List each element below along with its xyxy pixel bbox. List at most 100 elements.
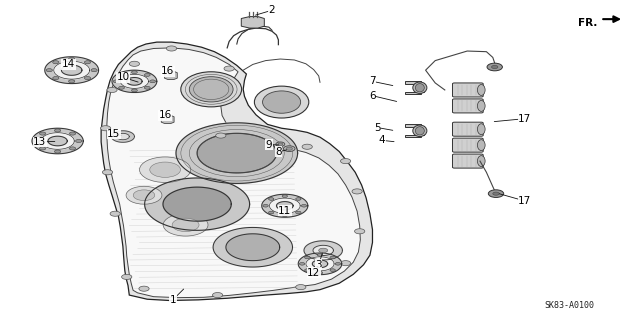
Text: 15: 15 <box>108 129 120 139</box>
Polygon shape <box>45 57 99 84</box>
Circle shape <box>84 77 91 80</box>
Circle shape <box>118 73 124 76</box>
Circle shape <box>319 248 328 253</box>
Text: SK83-A0100: SK83-A0100 <box>545 301 595 310</box>
Polygon shape <box>61 65 82 75</box>
Polygon shape <box>213 227 292 267</box>
Text: 2: 2 <box>269 5 275 15</box>
Polygon shape <box>313 245 333 256</box>
Circle shape <box>68 80 75 83</box>
Polygon shape <box>164 71 177 79</box>
Circle shape <box>102 170 113 175</box>
Polygon shape <box>101 42 372 300</box>
Circle shape <box>69 147 76 150</box>
Circle shape <box>107 87 117 93</box>
Text: 17: 17 <box>518 196 531 206</box>
Text: 16: 16 <box>159 110 172 121</box>
Polygon shape <box>111 131 134 142</box>
Ellipse shape <box>262 91 301 113</box>
Polygon shape <box>298 253 342 275</box>
Circle shape <box>150 162 180 177</box>
Circle shape <box>317 254 323 256</box>
Circle shape <box>269 198 274 200</box>
Circle shape <box>52 61 59 64</box>
Circle shape <box>488 190 504 197</box>
Polygon shape <box>197 133 276 173</box>
Circle shape <box>131 89 138 92</box>
Polygon shape <box>226 234 280 261</box>
Circle shape <box>54 129 61 132</box>
Polygon shape <box>163 187 231 221</box>
Circle shape <box>166 46 177 51</box>
Circle shape <box>33 139 40 143</box>
Circle shape <box>340 159 351 164</box>
Circle shape <box>140 157 191 182</box>
Polygon shape <box>176 123 298 183</box>
Circle shape <box>118 86 124 89</box>
Polygon shape <box>405 81 424 94</box>
Text: 8: 8 <box>275 147 282 157</box>
Circle shape <box>340 261 351 266</box>
FancyBboxPatch shape <box>452 138 483 152</box>
Ellipse shape <box>477 100 485 111</box>
Circle shape <box>335 263 340 265</box>
Ellipse shape <box>477 85 485 95</box>
Polygon shape <box>116 133 129 140</box>
Ellipse shape <box>477 140 485 151</box>
Circle shape <box>493 192 499 195</box>
Text: 1: 1 <box>170 295 176 305</box>
Polygon shape <box>107 48 360 298</box>
Polygon shape <box>48 136 67 146</box>
Polygon shape <box>262 194 308 217</box>
Text: 3: 3 <box>316 260 322 270</box>
Polygon shape <box>112 70 157 93</box>
Circle shape <box>269 211 274 214</box>
Circle shape <box>276 142 285 146</box>
Circle shape <box>100 126 111 131</box>
Circle shape <box>69 132 76 135</box>
Text: 5: 5 <box>374 122 381 133</box>
Ellipse shape <box>415 127 424 135</box>
Ellipse shape <box>255 86 309 118</box>
Circle shape <box>54 150 61 153</box>
Ellipse shape <box>413 82 427 93</box>
FancyBboxPatch shape <box>452 122 483 136</box>
Text: 10: 10 <box>116 72 129 82</box>
Ellipse shape <box>477 156 485 167</box>
Circle shape <box>172 218 199 232</box>
Text: 7: 7 <box>369 76 376 86</box>
Polygon shape <box>306 257 334 271</box>
Text: 14: 14 <box>62 59 75 70</box>
Circle shape <box>131 71 138 74</box>
Polygon shape <box>120 74 148 88</box>
Polygon shape <box>312 260 328 268</box>
Circle shape <box>145 73 150 76</box>
Circle shape <box>296 285 306 290</box>
Circle shape <box>301 204 307 207</box>
Circle shape <box>145 86 150 89</box>
Text: 13: 13 <box>33 137 46 147</box>
Circle shape <box>487 63 502 71</box>
Polygon shape <box>269 198 300 213</box>
Circle shape <box>68 57 75 61</box>
Circle shape <box>330 269 335 271</box>
Circle shape <box>216 133 226 138</box>
Circle shape <box>263 204 268 207</box>
Text: 17: 17 <box>518 114 531 124</box>
FancyBboxPatch shape <box>452 99 483 113</box>
Text: 9: 9 <box>266 139 272 150</box>
Polygon shape <box>32 128 83 154</box>
Circle shape <box>129 61 140 66</box>
Circle shape <box>282 214 287 217</box>
Polygon shape <box>54 61 90 79</box>
Text: FR.: FR. <box>578 18 597 28</box>
Polygon shape <box>405 124 424 137</box>
Circle shape <box>91 69 97 72</box>
Text: 16: 16 <box>161 66 174 76</box>
Polygon shape <box>241 17 264 28</box>
Circle shape <box>110 211 120 216</box>
Circle shape <box>163 214 208 236</box>
Circle shape <box>40 132 46 135</box>
Circle shape <box>46 69 52 72</box>
Ellipse shape <box>180 72 242 107</box>
